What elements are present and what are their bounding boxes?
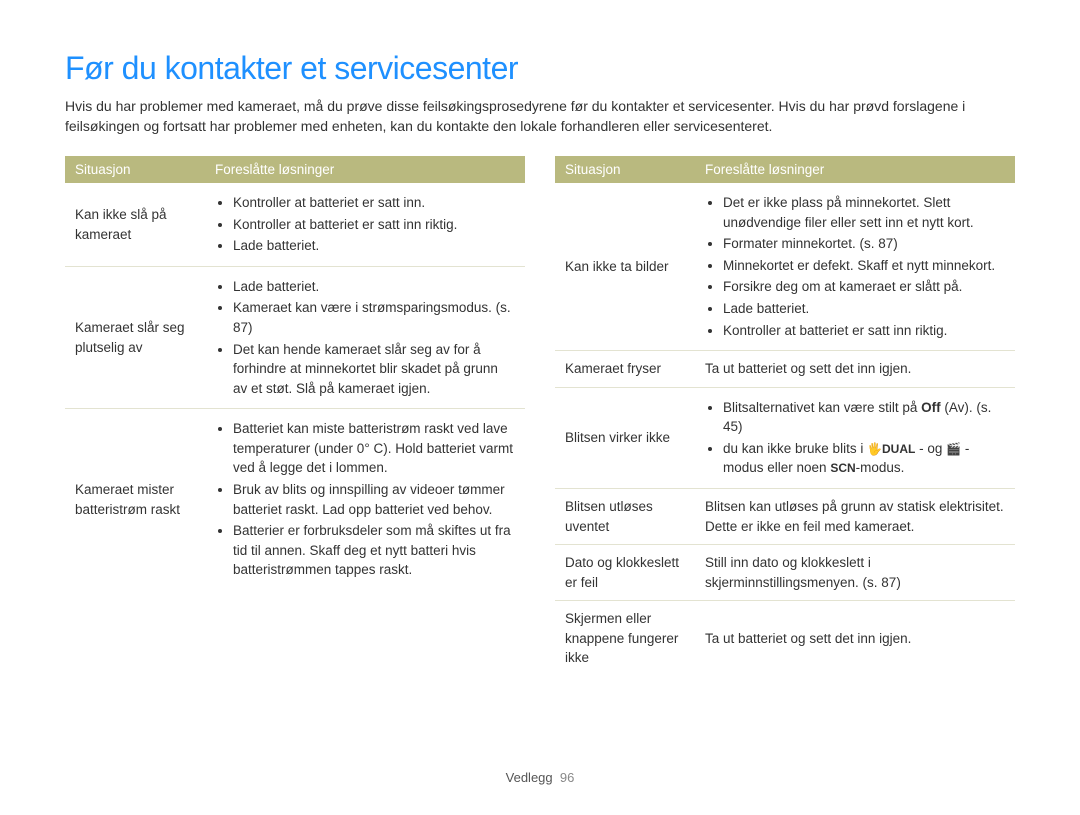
table-row: Kameraet mister batteristrøm raskt Batter… <box>65 409 525 590</box>
solution-item: Lade batteriet. <box>233 236 515 256</box>
table-row: Kan ikke slå på kameraetKontroller at ba… <box>65 183 525 266</box>
col-header-situation: Situasjon <box>555 156 695 183</box>
solution-cell: Lade batteriet.Kameraet kan være i strøm… <box>205 266 525 408</box>
solution-item: Kameraet kan være i strømsparingsmodus. … <box>233 298 515 337</box>
solution-item: Lade batteriet. <box>723 299 1005 319</box>
troubleshooting-table-left: Situasjon Foreslåtte løsninger Kan ikke … <box>65 156 525 590</box>
solution-item: du kan ikke bruke blits i 🖐DUAL - og 🎬 -… <box>723 439 1005 478</box>
situation-cell: Kan ikke slå på kameraet <box>65 183 205 266</box>
intro-text: Hvis du har problemer med kameraet, må d… <box>65 97 1015 136</box>
col-header-solutions: Foreslåtte løsninger <box>205 156 525 183</box>
table-row: Kameraet slår seg plutselig avLade batte… <box>65 266 525 408</box>
col-header-solutions: Foreslåtte løsninger <box>695 156 1015 183</box>
dual-icon: 🖐DUAL <box>867 441 915 458</box>
solution-item: Forsikre deg om at kameraet er slått på. <box>723 277 1005 297</box>
col-header-situation: Situasjon <box>65 156 205 183</box>
solution-item: Blitsalternativet kan være stilt på Off … <box>723 398 1005 437</box>
situation-cell: Kan ikke ta bilder <box>555 183 695 350</box>
footer-section: Vedlegg <box>506 770 553 785</box>
solution-cell: Blitsen kan utløses på grunn av statisk … <box>695 488 1015 544</box>
table-row: Kan ikke ta bilder Det er ikke plass på m… <box>555 183 1015 350</box>
right-column: Situasjon Foreslåtte løsninger Kan ikke … <box>555 156 1015 676</box>
table-row: Dato og klokkeslett er feilStill inn dat… <box>555 545 1015 601</box>
situation-cell: Blitsen virker ikke <box>555 387 695 488</box>
solution-item: Det er ikke plass på minnekortet. Slett … <box>723 193 1005 232</box>
situation-cell: Blitsen utløses uventet <box>555 488 695 544</box>
page-title: Før du kontakter et servicesenter <box>65 50 1015 87</box>
solution-item: Bruk av blits og innspilling av videoer … <box>233 480 515 519</box>
solution-cell: Ta ut batteriet og sett det inn igjen. <box>695 601 1015 676</box>
solution-cell: Still inn dato og klokkeslett i skjermin… <box>695 545 1015 601</box>
situation-cell: Skjermen eller knappene fungerer ikke <box>555 601 695 676</box>
situation-cell: Kameraet mister batteristrøm raskt <box>65 409 205 590</box>
table-row: Blitsen utløses uventetBlitsen kan utløs… <box>555 488 1015 544</box>
page-footer: Vedlegg 96 <box>0 770 1080 785</box>
solution-cell: Blitsalternativet kan være stilt på Off … <box>695 387 1015 488</box>
left-column: Situasjon Foreslåtte løsninger Kan ikke … <box>65 156 525 676</box>
solution-item: Kontroller at batteriet er satt inn rikt… <box>723 321 1005 341</box>
solution-cell: Ta ut batteriet og sett det inn igjen. <box>695 351 1015 388</box>
table-row: Skjermen eller knappene fungerer ikkeTa … <box>555 601 1015 676</box>
video-icon: 🎬 <box>946 441 961 458</box>
solution-cell: Det er ikke plass på minnekortet. Slett … <box>695 183 1015 350</box>
solution-item: Det kan hende kameraet slår seg av for å… <box>233 340 515 399</box>
table-row: Blitsen virker ikke Blitsalternativet kan… <box>555 387 1015 488</box>
solution-item: Batteriet kan miste batteristrøm raskt v… <box>233 419 515 478</box>
troubleshooting-table-right: Situasjon Foreslåtte løsninger Kan ikke … <box>555 156 1015 676</box>
solution-item: Kontroller at batteriet er satt inn rikt… <box>233 215 515 235</box>
solution-item: Lade batteriet. <box>233 277 515 297</box>
footer-page-number: 96 <box>560 770 574 785</box>
solution-item: Minnekortet er defekt. Skaff et nytt min… <box>723 256 1005 276</box>
situation-cell: Kameraet fryser <box>555 351 695 388</box>
table-row: Kameraet fryserTa ut batteriet og sett d… <box>555 351 1015 388</box>
scn-icon: SCN <box>830 460 855 477</box>
situation-cell: Dato og klokkeslett er feil <box>555 545 695 601</box>
situation-cell: Kameraet slår seg plutselig av <box>65 266 205 408</box>
solution-cell: Batteriet kan miste batteristrøm raskt v… <box>205 409 525 590</box>
solution-item: Batterier er forbruksdeler som må skifte… <box>233 521 515 580</box>
solution-item: Kontroller at batteriet er satt inn. <box>233 193 515 213</box>
solution-item: Formater minnekortet. (s. 87) <box>723 234 1005 254</box>
solution-cell: Kontroller at batteriet er satt inn.Kont… <box>205 183 525 266</box>
